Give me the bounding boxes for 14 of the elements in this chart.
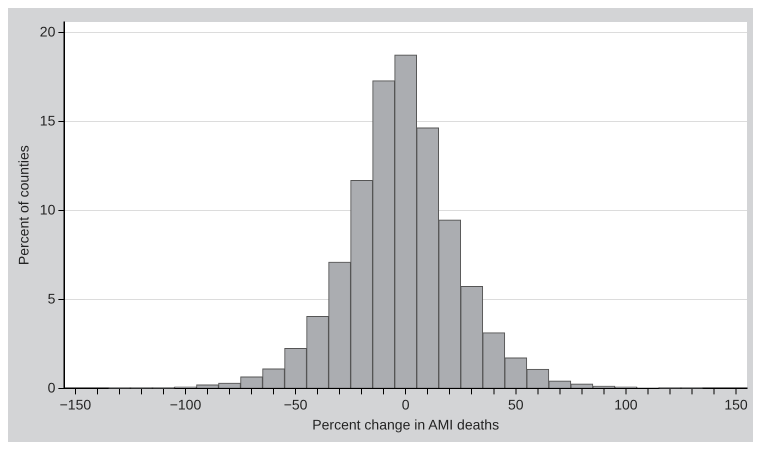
x-tick-label: −50 <box>284 396 308 413</box>
x-tick-label: 0 <box>402 396 410 413</box>
x-axis-title: Percent change in AMI deaths <box>312 416 500 432</box>
x-tick-label: 150 <box>724 396 748 413</box>
x-tick-label: 50 <box>508 396 524 413</box>
y-tick-label: 0 <box>48 379 56 396</box>
x-tick-label: −100 <box>170 396 202 413</box>
y-tick-label: 10 <box>40 201 56 218</box>
y-tick-label: 15 <box>40 112 56 128</box>
y-tick-label: 5 <box>48 290 56 306</box>
x-tick-label: 100 <box>614 396 638 413</box>
y-tick-label: 20 <box>40 24 56 40</box>
y-axis-title: Percent of counties <box>15 145 32 266</box>
x-tick-label: −150 <box>60 396 92 413</box>
